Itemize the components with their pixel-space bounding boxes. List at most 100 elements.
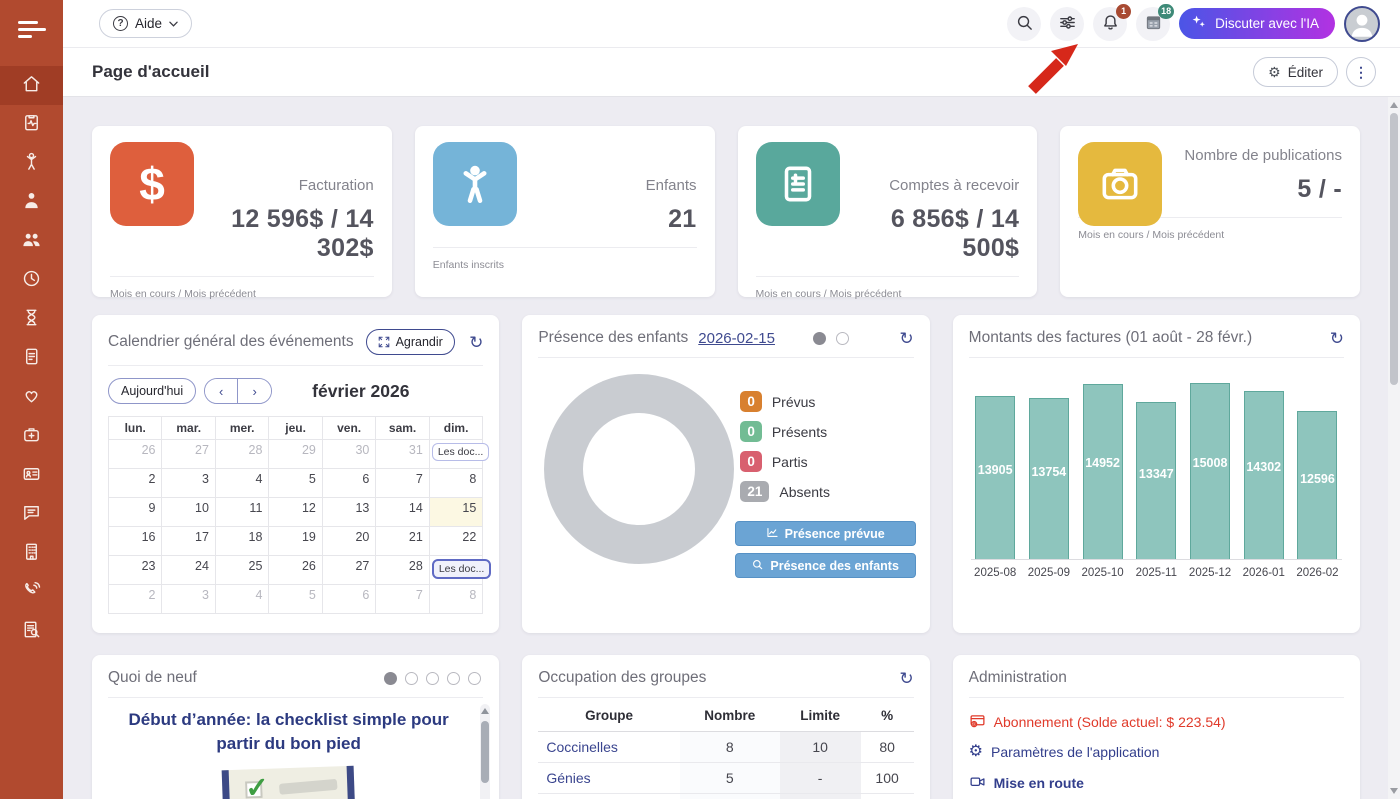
calendar-day-cell[interactable]: 2: [107, 584, 163, 614]
calendar-day-cell[interactable]: 17: [161, 526, 216, 556]
invoice-bar[interactable]: 13754: [1028, 398, 1069, 559]
stat-card-children[interactable]: Enfants 21 Enfants inscrits: [414, 126, 715, 297]
sidebar-item-contacts[interactable]: [0, 456, 63, 495]
pagination-dot[interactable]: [426, 671, 440, 685]
stat-card-publications[interactable]: Nombre de publications 5 / - Mois en cou…: [1060, 126, 1360, 297]
calendar-day-cell[interactable]: 27: [321, 555, 377, 585]
calendar-day-cell[interactable]: 19: [268, 526, 323, 556]
calendar-day-cell[interactable]: 28: [214, 439, 270, 469]
calendar-event-button[interactable]: Les doc...: [431, 443, 490, 461]
sidebar-item-groups[interactable]: [0, 222, 63, 261]
calendar-day-cell[interactable]: 7: [375, 584, 430, 614]
calendar-day-cell[interactable]: 8: [428, 468, 484, 498]
calendar-day-cell[interactable]: 4: [214, 584, 270, 614]
calendar-day-cell[interactable]: 23: [107, 555, 163, 585]
calendar-day-cell[interactable]: 6: [321, 468, 377, 498]
sidebar-item-children[interactable]: [0, 144, 63, 183]
calendar-day-cell[interactable]: 26: [268, 555, 323, 585]
calendar-day-cell[interactable]: 10: [161, 497, 216, 527]
calendar-day-cell[interactable]: 15: [428, 497, 484, 527]
settings-sliders-button[interactable]: [1050, 6, 1085, 41]
user-avatar[interactable]: [1344, 5, 1380, 42]
sidebar-item-reports[interactable]: [0, 612, 63, 651]
calendar-day-cell[interactable]: 16: [107, 526, 163, 556]
refresh-icon[interactable]: ↻: [899, 328, 914, 348]
calendar-day-cell[interactable]: 27: [161, 439, 216, 469]
calendar-day-cell[interactable]: 21: [375, 526, 430, 556]
planned-presence-button[interactable]: Présence prévue: [734, 521, 916, 546]
edit-button[interactable]: ⚙ Éditer: [1253, 57, 1338, 87]
calendar-day-cell[interactable]: Les doc...: [428, 439, 490, 469]
calendar-day-cell[interactable]: 5: [268, 468, 323, 498]
help-menu-button[interactable]: ? Aide: [99, 9, 193, 38]
calendar-day-cell[interactable]: 4: [214, 468, 270, 498]
calendar-day-cell[interactable]: 28: [375, 555, 430, 585]
group-name-link[interactable]: Génies: [538, 762, 680, 794]
enlarge-calendar-button[interactable]: Agrandir: [365, 329, 455, 355]
calendar-day-cell[interactable]: 13: [321, 497, 377, 527]
calendar-day-cell[interactable]: 9: [107, 497, 163, 527]
sidebar-item-messages[interactable]: [0, 495, 63, 534]
invoice-bar[interactable]: 13905: [975, 396, 1016, 559]
calendar-event-button[interactable]: Les doc...: [431, 559, 492, 579]
events-calendar-button[interactable]: 18: [1136, 3, 1175, 41]
refresh-icon[interactable]: ↻: [1329, 328, 1344, 348]
sidebar-item-calls[interactable]: [0, 573, 63, 612]
stat-card-receivables[interactable]: Comptes à recevoir 6 856$ / 14 500$ Mois…: [737, 126, 1038, 300]
presence-date-link[interactable]: 2026-02-15: [698, 329, 775, 347]
stat-card-billing[interactable]: $ Facturation 12 596$ / 14 302$ Mois en …: [92, 126, 392, 300]
calendar-day-cell[interactable]: 2: [107, 468, 163, 498]
calendar-day-cell[interactable]: 14: [375, 497, 430, 527]
sidebar-item-health[interactable]: [0, 378, 63, 417]
subscription-link[interactable]: Abonnement (Solde actuel: $ 223.54): [969, 712, 1344, 731]
calendar-day-cell[interactable]: 5: [268, 584, 323, 614]
sidebar-item-daily-report[interactable]: [0, 105, 63, 144]
notifications-button[interactable]: 1: [1093, 3, 1132, 41]
app-settings-link[interactable]: ⚙ Paramètres de l'application: [969, 744, 1344, 760]
scroll-down-arrow[interactable]: [1390, 788, 1398, 794]
calendar-day-cell[interactable]: 7: [375, 468, 430, 498]
sidebar-item-establishment[interactable]: [0, 534, 63, 573]
pagination-dot[interactable]: [447, 671, 461, 685]
calendar-day-cell[interactable]: 22: [428, 526, 484, 556]
calendar-day-cell[interactable]: 12: [268, 497, 323, 527]
refresh-icon[interactable]: ↻: [899, 668, 914, 688]
pagination-dot[interactable]: [405, 671, 419, 685]
sidebar-item-schedule[interactable]: [0, 261, 63, 300]
next-month-button[interactable]: ›: [238, 379, 272, 403]
invoice-bar[interactable]: 14302: [1243, 391, 1284, 559]
calendar-day-cell[interactable]: 3: [161, 468, 216, 498]
calendar-day-cell[interactable]: 20: [321, 526, 377, 556]
view-dot[interactable]: [836, 331, 850, 345]
children-presence-button[interactable]: Présence des enfants: [734, 553, 916, 578]
group-name-link[interactable]: Coccinelles: [538, 731, 680, 763]
getting-started-link[interactable]: Mise en route: [969, 773, 1344, 792]
calendar-day-cell[interactable]: Les doc...: [428, 555, 492, 585]
sidebar-item-home[interactable]: [0, 66, 63, 105]
calendar-day-cell[interactable]: 31: [375, 439, 430, 469]
scrollbar-thumb[interactable]: [1390, 113, 1398, 385]
search-button[interactable]: [1007, 6, 1042, 41]
calendar-day-cell[interactable]: 24: [161, 555, 216, 585]
calendar-day-cell[interactable]: 8: [428, 584, 484, 614]
group-name-link[interactable]: Papillons: [538, 793, 680, 799]
calendar-day-cell[interactable]: 26: [107, 439, 163, 469]
invoice-bar[interactable]: 12596: [1297, 411, 1338, 559]
calendar-day-cell[interactable]: 29: [268, 439, 323, 469]
sidebar-item-educators[interactable]: [0, 183, 63, 222]
menu-toggle-button[interactable]: [0, 0, 63, 58]
invoice-bar[interactable]: 14952: [1082, 384, 1123, 559]
news-scrollbar[interactable]: [480, 704, 491, 799]
ai-chat-button[interactable]: Discuter avec l'IA: [1179, 8, 1335, 39]
scroll-up-arrow[interactable]: [1390, 102, 1398, 108]
news-article-title[interactable]: Début d’année: la checklist simple pour …: [128, 710, 449, 753]
pagination-dot[interactable]: [384, 671, 398, 685]
calendar-day-cell[interactable]: 3: [161, 584, 216, 614]
more-options-button[interactable]: ⋮: [1346, 57, 1376, 87]
prev-month-button[interactable]: ‹: [205, 379, 239, 403]
calendar-day-cell[interactable]: 30: [321, 439, 377, 469]
page-scrollbar[interactable]: [1388, 97, 1400, 799]
calendar-day-cell[interactable]: 6: [321, 584, 377, 614]
invoice-bar[interactable]: 13347: [1136, 402, 1177, 559]
view-dot-active[interactable]: [813, 331, 827, 345]
